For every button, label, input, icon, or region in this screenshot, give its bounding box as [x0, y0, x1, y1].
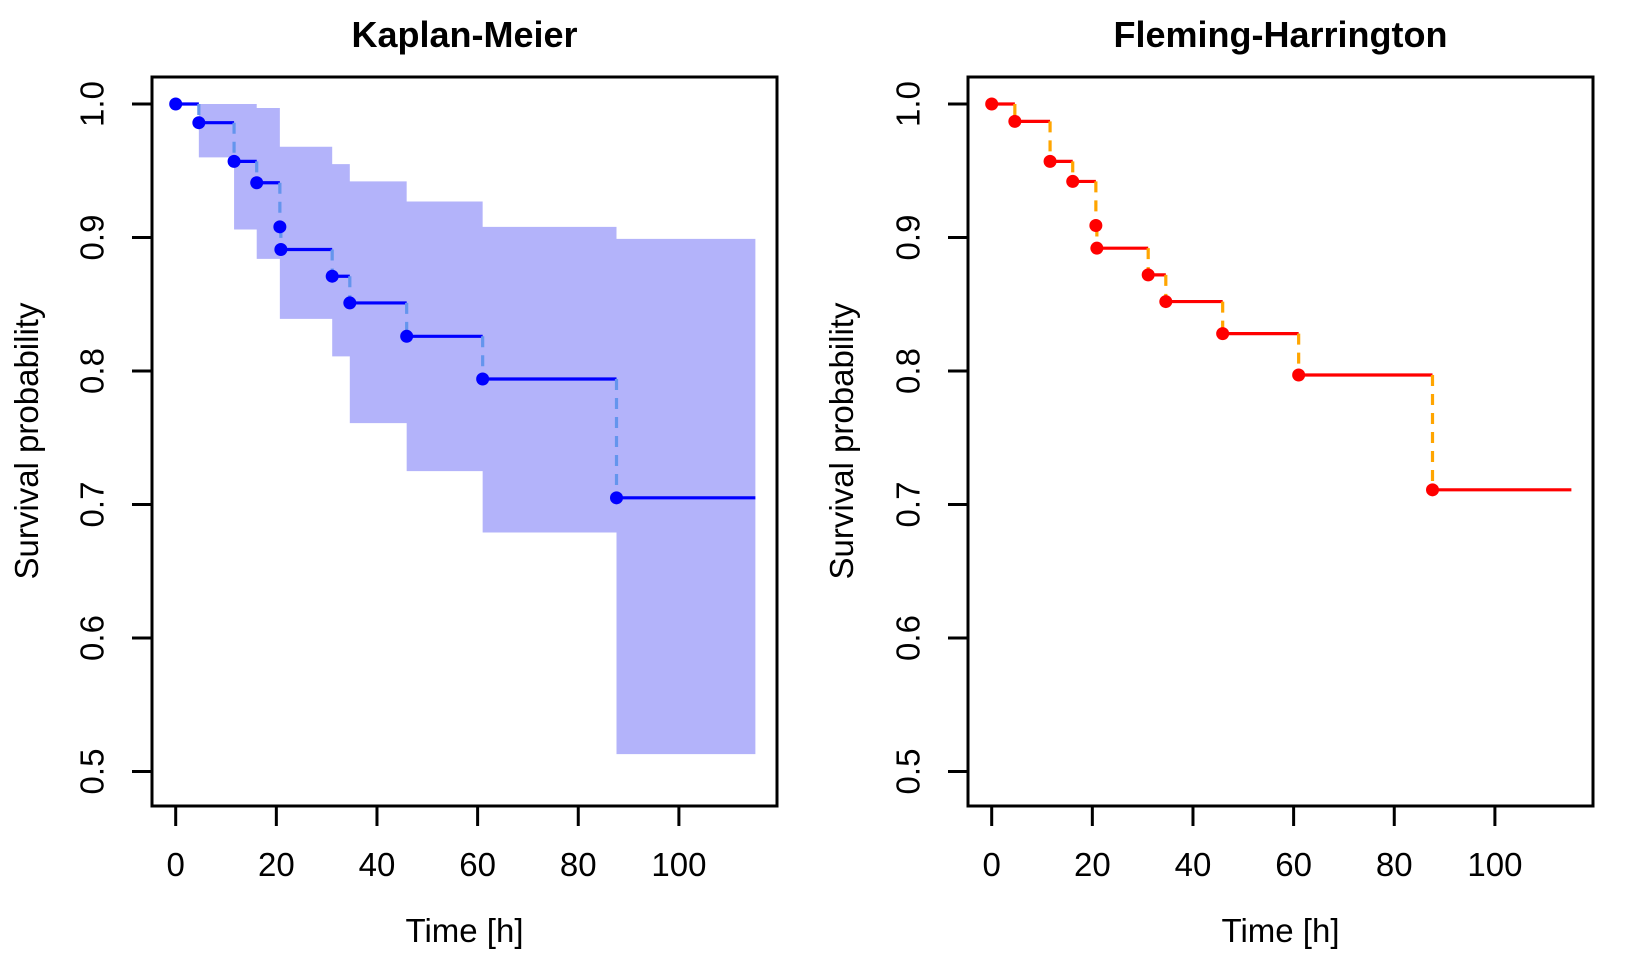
fh-y-tick-label: 1.0: [890, 81, 927, 127]
left-panel-title: Kaplan-Meier: [351, 14, 578, 55]
fh-event-point: [1008, 114, 1022, 128]
km-plot-box: [150, 75, 779, 808]
fh-event-point: [1426, 483, 1440, 497]
km-event-point: [274, 243, 288, 257]
fh-x-tick-label: 40: [1175, 846, 1212, 883]
km-y-tick-label: 0.6: [74, 615, 111, 661]
fh-y-tick-label: 0.8: [890, 348, 927, 394]
km-y-tick-label: 0.9: [74, 215, 111, 261]
fh-event-point: [1090, 241, 1104, 255]
km-x-tick-label: 60: [459, 846, 496, 883]
km-event-point: [227, 154, 241, 168]
right-panel-title: Fleming-Harrington: [1113, 14, 1448, 55]
km-event-point: [343, 296, 357, 310]
left-y-axis-label: Survival probability: [8, 302, 45, 580]
km-confidence-band: [198, 104, 756, 755]
km-event-point: [250, 176, 264, 190]
fh-event-point: [985, 97, 999, 111]
fh-event-point: [1089, 218, 1103, 232]
fh-y-tick-label: 0.6: [890, 615, 927, 661]
km-panel: 0 20 40 60 80 100 1.0 0.9 0.8 0.7 0.6 0.5: [74, 75, 779, 883]
fh-y-tick-label: 0.7: [890, 482, 927, 528]
km-x-tick-label: 80: [560, 846, 597, 883]
left-x-axis-label: Time [h]: [405, 912, 524, 949]
right-y-axis-label: Survival probability: [823, 302, 860, 580]
fh-panel: 0 20 40 60 80 100 1.0 0.9 0.8 0.7 0.6 0.5: [890, 75, 1595, 883]
km-x-tick-label: 40: [359, 846, 396, 883]
fh-x-tick-label: 100: [1467, 846, 1522, 883]
fh-x-tick-label: 60: [1275, 846, 1312, 883]
fh-plot-box: [966, 75, 1595, 808]
fh-x-tick-label: 20: [1074, 846, 1111, 883]
km-x-tick-label: 20: [258, 846, 295, 883]
km-event-point: [476, 372, 490, 386]
fh-y-tick-label: 0.9: [890, 215, 927, 261]
km-event-point: [169, 97, 183, 111]
fh-x-tick-label: 80: [1376, 846, 1413, 883]
km-event-point: [610, 491, 624, 505]
fh-y-tick-label: 0.5: [890, 749, 927, 795]
fh-event-point: [1141, 268, 1155, 282]
km-y-tick-label: 0.8: [74, 348, 111, 394]
fh-x-tick-label: 0: [983, 846, 1001, 883]
km-y-tick-label: 0.5: [74, 749, 111, 795]
km-event-point: [325, 269, 339, 283]
fh-event-point: [1159, 295, 1173, 309]
km-event-point: [273, 220, 287, 234]
fh-curve: [985, 97, 1572, 497]
km-event-point: [192, 116, 206, 130]
km-y-tick-label: 1.0: [74, 81, 111, 127]
km-curve: [169, 97, 756, 505]
km-y-tick-label: 0.7: [74, 482, 111, 528]
km-event-point: [400, 329, 414, 343]
km-x-tick-label: 0: [167, 846, 185, 883]
km-x-tick-label: 100: [651, 846, 706, 883]
fh-event-point: [1066, 174, 1080, 188]
fh-event-point: [1292, 368, 1306, 382]
right-x-axis-label: Time [h]: [1221, 912, 1340, 949]
fh-event-point: [1216, 327, 1230, 341]
fh-event-point: [1043, 154, 1057, 168]
